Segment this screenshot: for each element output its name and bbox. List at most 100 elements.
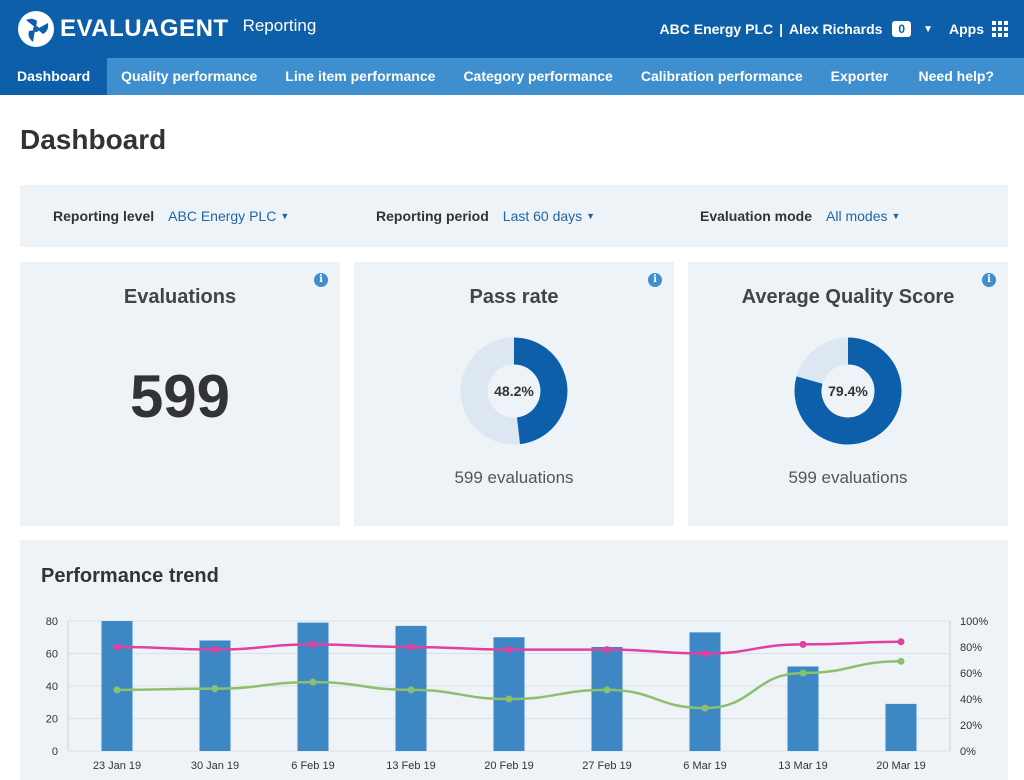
dropdown-value: ABC Energy PLC: [168, 208, 277, 224]
company-name[interactable]: ABC Energy PLC: [659, 21, 774, 37]
account-area: ABC Energy PLC | Alex Richards 0 ▼ Apps: [660, 0, 1008, 58]
series-point: [309, 640, 317, 648]
x-tick-label: 20 Feb 19: [484, 760, 534, 772]
card-subtitle: 599 evaluations: [788, 468, 908, 487]
donut-fill: [794, 337, 902, 445]
dropdown-value: All modes: [826, 208, 888, 224]
performance-trend-panel: 0 20 40 60 80 0% 20% 40% 60% 80% 100% 23 Jan 19 30 J…: [20, 540, 1008, 780]
series-point: [603, 686, 611, 694]
x-tick-label: 20 Mar 19: [876, 760, 926, 772]
quality-score-card: Average Quality Score i 79.4% 599 evalua…: [688, 262, 1008, 526]
chart-bar: [199, 640, 231, 751]
info-icon[interactable]: i: [648, 273, 662, 287]
series-point: [407, 643, 415, 651]
series-point: [701, 650, 709, 657]
filter-label: Evaluation mode: [700, 208, 813, 224]
notification-badge[interactable]: 0: [892, 21, 912, 37]
series-point: [113, 686, 121, 694]
series-point: [113, 643, 121, 651]
series-point: [505, 695, 513, 703]
chart-bar: [101, 621, 133, 751]
grid-icon: [992, 21, 1008, 37]
quality-score-donut: 79.4%: [794, 337, 902, 445]
series-point: [897, 657, 905, 665]
reporting-period-dropdown[interactable]: Last 60 days ▼: [503, 208, 595, 224]
tab-category-performance[interactable]: Category performance: [463, 68, 613, 84]
series-point: [701, 704, 709, 712]
card-title: Average Quality Score: [741, 286, 955, 308]
pass-rate-value: 48.2%: [494, 383, 534, 399]
evaluation-mode-dropdown[interactable]: All modes ▼: [826, 208, 900, 224]
tab-dashboard[interactable]: Dashboard: [0, 58, 108, 95]
main-nav: Dashboard Quality performance Line item …: [0, 58, 1024, 95]
series-point: [799, 669, 807, 677]
apps-button[interactable]: Apps: [949, 21, 1008, 37]
caret-down-icon: ▼: [280, 211, 290, 221]
filter-reporting-period: Reporting period Last 60 days ▼: [376, 185, 595, 247]
filter-reporting-level: Reporting level ABC Energy PLC ▼: [53, 185, 289, 247]
series-point: [897, 638, 905, 646]
chart-bar: [493, 637, 525, 751]
y2-tick-label: 20%: [960, 720, 982, 732]
caret-down-icon: ▼: [586, 211, 596, 221]
chart-bar: [885, 703, 917, 751]
y-tick-label: 40: [46, 681, 58, 693]
series-point: [211, 685, 219, 693]
product-name: Reporting: [242, 16, 317, 35]
chevron-down-icon[interactable]: ▼: [923, 23, 933, 35]
quality-score-value: 79.4%: [828, 383, 868, 399]
y-tick-label: 0: [52, 746, 58, 758]
top-bar: EVALUAGENT Reporting ABC Energy PLC | Al…: [0, 0, 1024, 58]
dropdown-value: Last 60 days: [502, 208, 583, 224]
x-tick-label: 30 Jan 19: [191, 760, 239, 772]
y2-tick-label: 80%: [960, 642, 982, 654]
card-subtitle: 599 evaluations: [454, 468, 574, 487]
logo[interactable]: EVALUAGENT Reporting: [18, 11, 316, 47]
x-tick-label: 27 Feb 19: [582, 760, 632, 772]
y-tick-label: 80: [46, 616, 58, 628]
series-point: [211, 646, 219, 654]
brand-name: EVALUAGENT: [60, 15, 229, 42]
series-point: [407, 686, 415, 694]
pass-rate-card: Pass rate i 48.2% 599 evaluations: [354, 262, 674, 526]
series-point: [799, 640, 807, 648]
tab-exporter[interactable]: Exporter: [830, 68, 889, 84]
user-name[interactable]: Alex Richards: [789, 21, 883, 37]
evaluations-card: Evaluations i 599: [20, 262, 340, 526]
apps-label: Apps: [949, 21, 984, 37]
header-separator: |: [779, 21, 784, 37]
pass-rate-donut: 48.2%: [460, 337, 568, 445]
evaluagent-logo-icon: [18, 11, 54, 47]
y-tick-label: 60: [46, 649, 58, 661]
filter-label: Reporting period: [376, 208, 489, 224]
donut-fill: [513, 337, 568, 445]
series-point: [505, 646, 513, 654]
card-title: Evaluations: [123, 286, 237, 308]
y2-tick-label: 100%: [960, 616, 988, 628]
tab-line-item-performance[interactable]: Line item performance: [285, 68, 436, 84]
x-tick-label: 13 Feb 19: [386, 760, 436, 772]
info-icon[interactable]: i: [982, 273, 996, 287]
panel-title: Performance trend: [41, 565, 219, 587]
page-title: Dashboard: [20, 124, 167, 155]
y2-tick-label: 60%: [960, 668, 982, 680]
series-point: [309, 678, 317, 686]
info-icon[interactable]: i: [314, 273, 328, 287]
y2-tick-label: 40%: [960, 694, 982, 706]
reporting-level-dropdown[interactable]: ABC Energy PLC ▼: [168, 208, 289, 224]
performance-trend-chart: 0 20 40 60 80 0% 20% 40% 60% 80% 100% 23 Jan 19 30 J…: [46, 616, 989, 772]
tab-calibration-performance[interactable]: Calibration performance: [640, 68, 803, 84]
help-link[interactable]: Need help?: [918, 68, 994, 84]
x-tick-label: 6 Feb 19: [291, 760, 334, 772]
y-tick-label: 20: [46, 714, 58, 726]
card-title: Pass rate: [469, 286, 559, 308]
tab-quality-performance[interactable]: Quality performance: [121, 68, 258, 84]
x-tick-label: 6 Mar 19: [683, 760, 726, 772]
y2-tick-label: 0%: [960, 746, 976, 758]
x-tick-label: 13 Mar 19: [778, 760, 828, 772]
series-point: [603, 646, 611, 654]
x-tick-label: 23 Jan 19: [93, 760, 141, 772]
evaluations-count: 599: [129, 363, 231, 430]
filter-evaluation-mode: Evaluation mode All modes ▼: [700, 185, 900, 247]
caret-down-icon: ▼: [891, 211, 901, 221]
